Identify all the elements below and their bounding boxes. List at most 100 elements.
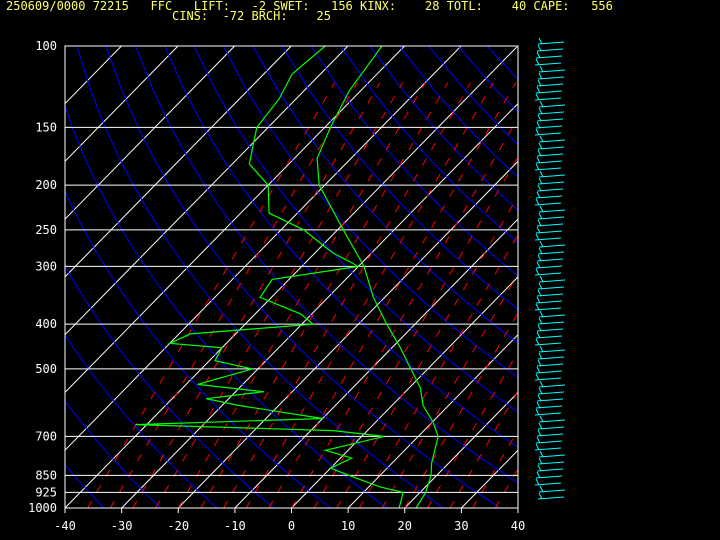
wind-barb-feather xyxy=(538,247,543,255)
temperature-tick-label: -30 xyxy=(111,519,133,533)
wind-barbs-column xyxy=(534,37,566,500)
wind-barb-feather xyxy=(535,338,540,346)
pressure-tick-label: 300 xyxy=(35,259,57,273)
pressure-tick-label: 700 xyxy=(35,429,57,443)
isotherm-line xyxy=(65,46,235,220)
sounding-traces xyxy=(135,46,439,508)
wind-barb-feather xyxy=(539,205,544,213)
wind-barb-feather xyxy=(538,492,543,500)
dewpoint-trace xyxy=(135,46,404,508)
wind-barb-feather xyxy=(536,261,541,269)
dry-adiabat-line xyxy=(634,46,720,518)
dry-adiabat-line xyxy=(222,46,518,378)
mixing-ratio-line xyxy=(132,82,381,508)
wind-barb-feather xyxy=(535,198,540,206)
isotherm-line xyxy=(347,333,518,508)
dry-adiabat-line xyxy=(457,46,518,113)
wind-barb-feather xyxy=(536,86,541,94)
wind-barb-feather xyxy=(535,408,540,416)
pressure-tick-label: 250 xyxy=(35,223,57,237)
pressure-tick-label: 925 xyxy=(35,485,57,499)
wind-barb-feather xyxy=(535,163,540,171)
wind-barb-feather xyxy=(538,177,543,185)
dry-adiabat-line xyxy=(193,46,518,413)
dry-adiabat-line xyxy=(398,46,518,178)
temperature-tick-label: 10 xyxy=(341,519,355,533)
wind-barb-feather xyxy=(536,401,541,409)
mixing-ratio-line xyxy=(494,467,518,508)
dry-adiabat-line xyxy=(65,190,332,508)
pressure-tick-label: 150 xyxy=(35,120,57,134)
wind-barb-feather xyxy=(537,44,542,52)
temperature-tick-label: 0 xyxy=(288,519,295,533)
temperature-trace xyxy=(316,46,439,508)
wind-barb-feather xyxy=(538,457,543,465)
dry-adiabat-line xyxy=(428,46,518,146)
wind-barb-feather xyxy=(538,282,543,290)
wind-barb-feather xyxy=(536,436,541,444)
temperature-tick-label: 40 xyxy=(511,519,525,533)
wind-barb-feather xyxy=(538,142,543,150)
wind-barb-feather xyxy=(538,107,543,115)
isotherm-line xyxy=(65,46,179,163)
wind-barb-feather xyxy=(539,415,544,423)
dry-adiabat-line xyxy=(76,46,445,508)
wind-barb-feather xyxy=(537,114,542,122)
dry-adiabat-line xyxy=(164,46,518,448)
dry-adiabat-line xyxy=(546,46,720,518)
wind-barb-feather xyxy=(537,289,542,297)
mixing-ratio-line xyxy=(404,311,518,508)
isotherm-line xyxy=(234,218,518,508)
temperature-tick-label: -40 xyxy=(54,519,76,533)
wind-barb-feather xyxy=(536,156,541,164)
dry-adiabat-line xyxy=(486,46,518,81)
wind-barb-feather xyxy=(535,303,540,311)
wind-barb-feather xyxy=(536,331,541,339)
pressure-tick-label: 500 xyxy=(35,362,57,376)
dry-adiabat-line xyxy=(65,464,105,508)
wind-barb-feather xyxy=(539,240,544,248)
temperature-tick-label: 20 xyxy=(398,519,412,533)
isotherm-line xyxy=(177,160,518,508)
header-stats-line-2: CINS: -72 BRCH: 25 xyxy=(172,9,331,23)
wind-barb-feather xyxy=(535,478,540,486)
wind-barb-feather xyxy=(539,310,544,318)
wind-barb-feather xyxy=(539,380,544,388)
wind-barb-feather xyxy=(537,219,542,227)
isotherm-line xyxy=(65,46,405,394)
isotherm-line xyxy=(65,46,292,278)
wind-barb-feather xyxy=(537,464,542,472)
dry-adiabat-line xyxy=(252,46,518,344)
dry-adiabat-line xyxy=(0,46,56,518)
wind-barb-feather xyxy=(539,100,544,108)
temperature-tick-label: 30 xyxy=(454,519,468,533)
wind-barb-feather xyxy=(538,352,543,360)
wind-barb-feather xyxy=(535,268,540,276)
mixing-ratio-line xyxy=(359,233,518,508)
pressure-tick-label: 200 xyxy=(35,178,57,192)
wind-barb-feather xyxy=(535,233,540,241)
isotherm-line xyxy=(461,449,518,508)
wind-barb-feather xyxy=(539,135,544,143)
dry-adiabat-line xyxy=(65,104,388,508)
dry-adiabat-line xyxy=(604,46,720,518)
wind-barb-feather xyxy=(538,422,543,430)
wind-barb-feather xyxy=(539,275,544,283)
isotherm-line xyxy=(65,46,122,105)
wind-barb-feather xyxy=(535,93,540,101)
wind-barb-feather xyxy=(536,471,541,479)
wind-barb-feather xyxy=(535,128,540,136)
wind-barb-feather xyxy=(536,296,541,304)
wind-barb-feather xyxy=(535,58,540,66)
wind-barb-feather xyxy=(536,51,541,59)
wind-barb-feather xyxy=(539,345,544,353)
dry-adiabat-line xyxy=(105,46,502,508)
mixing-ratio-line xyxy=(472,428,518,508)
dry-adiabat-line xyxy=(516,46,518,49)
pressure-tick-label: 400 xyxy=(35,317,57,331)
mixing-ratio-line xyxy=(449,389,518,508)
wind-barb-feather xyxy=(537,149,542,157)
wind-barb-feather xyxy=(537,429,542,437)
